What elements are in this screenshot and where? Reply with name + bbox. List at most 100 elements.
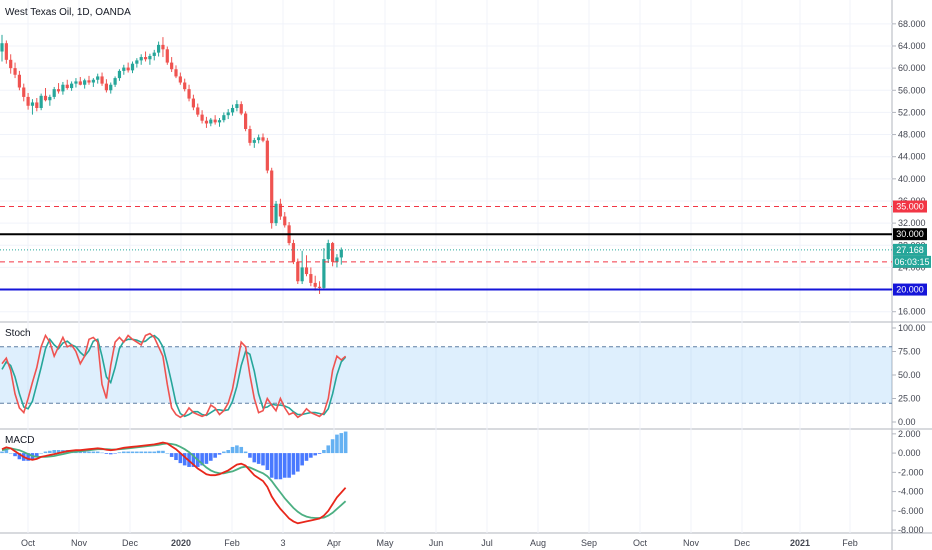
time-tick-label: Feb	[224, 538, 240, 548]
macd-histogram-bar	[256, 453, 261, 464]
macd-histogram-bar	[291, 453, 296, 475]
candle-body	[209, 119, 213, 124]
candle-body	[270, 170, 274, 224]
candle-body	[39, 95, 43, 108]
macd-signal-line	[1, 442, 347, 519]
stoch-d-line	[1, 334, 347, 418]
price-level-badge-label: 35.000	[896, 202, 924, 212]
macd-histogram-bar	[343, 431, 348, 454]
candle-body	[70, 83, 74, 89]
candle-body	[300, 267, 304, 282]
candle-body	[322, 259, 326, 288]
candle-body	[35, 102, 39, 108]
macd-histogram-bar	[130, 451, 135, 454]
price-tick-label: 52.000	[898, 107, 926, 117]
candle-body	[117, 70, 122, 79]
candle-body	[74, 81, 78, 84]
candle-body	[130, 63, 135, 71]
macd-pane[interactable]	[0, 431, 348, 525]
macd-histogram-bar	[330, 439, 335, 454]
candle-body	[87, 80, 91, 83]
price-tick-label: 60.000	[898, 63, 926, 73]
stoch-tick-label: 75.00	[898, 347, 921, 357]
candle-body	[296, 261, 300, 282]
macd-histogram-bar	[269, 453, 274, 478]
candle-body	[187, 89, 191, 99]
macd-histogram-bar	[296, 453, 300, 472]
time-tick-label: Dec	[734, 538, 751, 548]
countdown-badge	[893, 255, 931, 268]
candle-body	[235, 104, 239, 108]
stoch-tick-label: 100.00	[898, 323, 926, 333]
time-axis[interactable]: Oct Nov Dec 2020 Feb 3 Apr May Jun Jul Aug Sep Oct No…	[21, 538, 858, 548]
candle-body	[230, 107, 235, 113]
macd-histogram-bar	[0, 451, 4, 454]
stoch-tick-label: 25.00	[898, 394, 921, 404]
stoch-pane[interactable]	[0, 332, 892, 419]
candle-body	[96, 76, 100, 80]
price-level-badge-label: 30.000	[896, 229, 924, 239]
stoch-band	[0, 346, 892, 404]
macd-histogram-bar	[217, 453, 222, 455]
price-tick-label: 64.000	[898, 41, 926, 51]
macd-histogram-bar	[304, 453, 309, 461]
price-pane[interactable]	[0, 34, 892, 294]
candle-body	[100, 76, 104, 84]
candle-body	[183, 82, 187, 90]
candle-body	[313, 282, 317, 287]
price-tick-label: 32.000	[898, 218, 926, 228]
candle-body	[152, 52, 156, 56]
macd-histogram-bar	[161, 450, 165, 454]
candle-body	[331, 243, 335, 262]
macd-histogram-bar	[339, 433, 344, 454]
time-tick-label: Oct	[633, 538, 648, 548]
axes: 68.000 64.000 60.000 56.000 52.000 48.000 44.0…	[892, 19, 926, 535]
candle-body	[91, 79, 95, 83]
macd-histogram-bar	[317, 453, 322, 454]
macd-histogram-bar	[326, 445, 331, 454]
time-tick-label: Sep	[581, 538, 597, 548]
macd-title: MACD	[5, 435, 34, 446]
macd-histogram-bar	[165, 453, 170, 454]
candle-body	[213, 119, 217, 123]
candle-body	[126, 67, 130, 71]
chart-title: West Texas Oil, 1D, OANDA	[5, 7, 131, 18]
candle-body	[239, 104, 243, 114]
candle-body	[222, 115, 226, 121]
candle-body	[113, 78, 117, 85]
price-level-badge	[893, 228, 927, 241]
candle-body	[109, 84, 113, 91]
time-tick-label: Aug	[530, 538, 546, 548]
macd-histogram-bar	[13, 453, 17, 457]
price-tick-label: 68.000	[898, 19, 926, 29]
macd-histogram-bar	[91, 451, 96, 454]
candle-body	[274, 203, 278, 224]
macd-histogram-bar	[95, 451, 100, 454]
candle-body	[174, 69, 178, 77]
macd-histogram-bar	[56, 450, 61, 454]
stoch-k-line	[1, 332, 347, 419]
price-tick-label: 16.000	[898, 307, 926, 317]
candle-body	[9, 59, 13, 69]
macd-histogram-bar	[213, 453, 217, 458]
candle-body	[252, 140, 256, 143]
macd-histogram-bar	[322, 450, 326, 454]
macd-tick-label: -4.000	[898, 487, 924, 497]
candle-body	[217, 120, 222, 123]
macd-histogram-bar	[82, 451, 87, 454]
candle-body	[122, 67, 126, 71]
stoch-tick-label: 50.00	[898, 370, 921, 380]
macd-histogram-bar	[35, 453, 39, 457]
candle-body	[317, 286, 322, 288]
macd-histogram-bar	[52, 450, 56, 454]
macd-histogram-bar	[100, 452, 104, 454]
candle-body	[309, 274, 313, 283]
candle-body	[165, 49, 169, 63]
time-tick-label: May	[376, 538, 394, 548]
candle-body	[26, 96, 30, 106]
macd-histogram-bar	[222, 451, 226, 454]
candle-body	[283, 216, 287, 226]
candle-body	[339, 249, 343, 258]
